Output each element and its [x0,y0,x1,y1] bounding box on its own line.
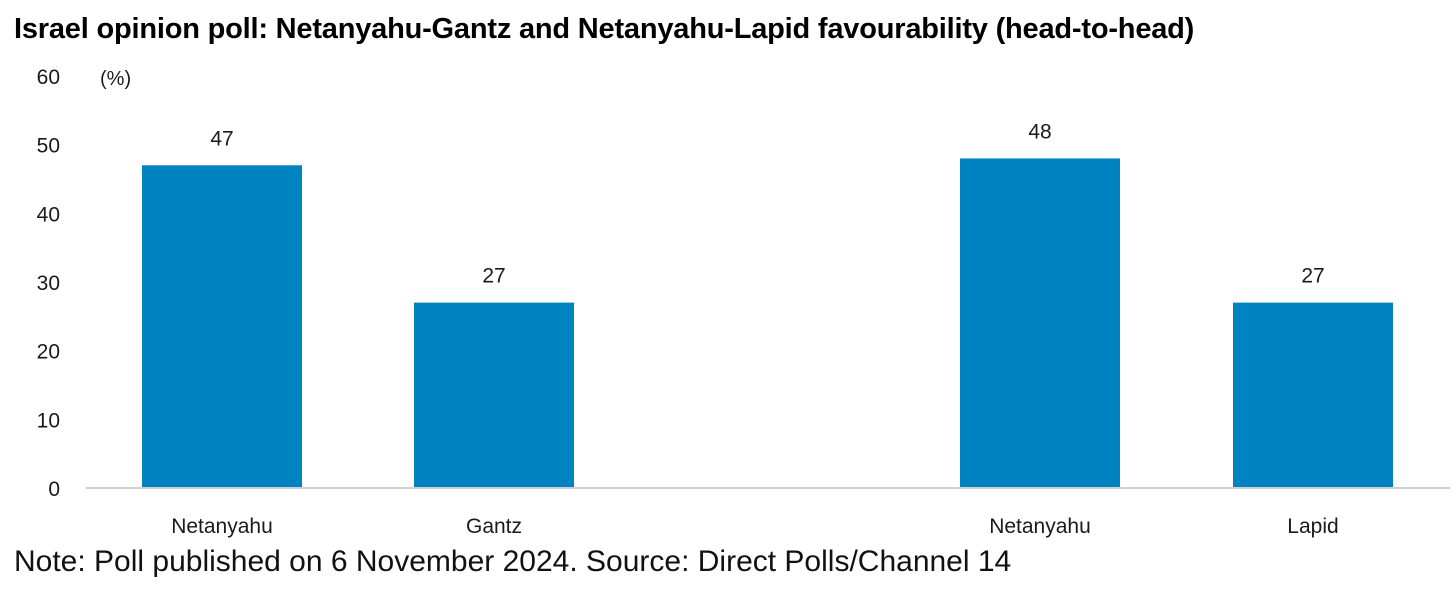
data-labels: 47 27 48 27 [210,120,1324,287]
data-label: 48 [1028,120,1051,143]
y-axis-unit-label: (%) [100,68,131,90]
source-note: Note: Poll published on 6 November 2024.… [14,545,1012,578]
data-label: 27 [482,265,505,288]
x-axis-labels: Netanyahu Gantz Netanyahu Lapid [171,515,1338,538]
y-tick-label: 50 [37,135,60,158]
x-tick-label: Lapid [1287,515,1338,538]
bar-netanyahu [142,165,302,488]
bars-group [142,158,1393,488]
x-tick-label: Netanyahu [989,515,1091,538]
bar-gantz [414,302,574,488]
bar-netanyahu [960,158,1120,488]
y-tick-label: 40 [37,203,60,226]
y-tick-label: 0 [48,478,60,501]
y-tick-label: 10 [37,409,60,432]
x-tick-label: Gantz [466,515,522,538]
y-tick-label: 30 [37,272,60,295]
data-label: 47 [210,127,233,150]
y-axis: 0 10 20 30 40 50 60 [37,66,60,501]
y-tick-label: 60 [37,66,60,89]
data-label: 27 [1301,265,1324,288]
bar-lapid [1233,302,1393,488]
x-tick-label: Netanyahu [171,515,273,538]
chart-title: Israel opinion poll: Netanyahu-Gantz and… [14,13,1195,45]
y-tick-label: 20 [37,341,60,364]
